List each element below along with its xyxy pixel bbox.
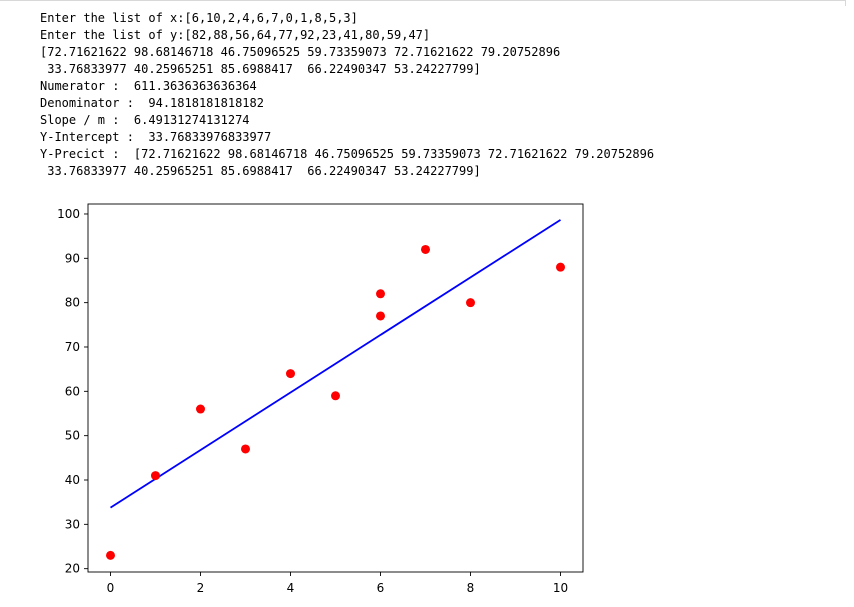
console-line: Enter the list of y:[82,88,56,64,77,92,2… <box>40 28 431 42</box>
data-point <box>286 369 295 379</box>
console-line: 33.76833977 40.25965251 85.6988417 66.22… <box>40 164 481 178</box>
console-line: 33.76833977 40.25965251 85.6988417 66.22… <box>40 62 481 76</box>
console-line: Y-Precict : [72.71621622 98.68146718 46.… <box>40 147 655 161</box>
y-tick-label: 90 <box>65 251 80 265</box>
console-line: Slope / m : 6.49131274131274 <box>40 113 250 127</box>
data-point <box>196 404 205 414</box>
x-tick-label: 4 <box>287 581 295 595</box>
data-point <box>331 391 340 401</box>
regression-line <box>110 219 561 509</box>
console-line: Numerator : 611.3636363636364 <box>40 79 257 93</box>
console-line: Denominator : 94.1818181818182 <box>40 96 264 110</box>
data-point <box>466 298 475 308</box>
data-point <box>421 244 430 254</box>
x-tick-label: 6 <box>377 581 385 595</box>
plot-frame <box>87 203 584 573</box>
x-tick-label: 2 <box>197 581 205 595</box>
data-point <box>106 550 115 560</box>
data-point <box>376 311 385 321</box>
x-tick-label: 8 <box>467 581 475 595</box>
y-tick-label: 60 <box>65 384 80 398</box>
y-tick-label: 50 <box>65 429 80 443</box>
y-tick-label: 30 <box>65 517 80 531</box>
top-divider-end <box>845 0 846 6</box>
y-tick-label: 40 <box>65 473 80 487</box>
console-line: Enter the list of x:[6,10,2,4,6,7,0,1,8,… <box>40 11 358 25</box>
top-divider <box>0 0 845 1</box>
y-tick-label: 20 <box>65 562 80 576</box>
console-line: Y-Intercept : 33.76833976833977 <box>40 130 272 144</box>
y-tick-label: 80 <box>65 296 80 310</box>
console-line: [72.71621622 98.68146718 46.75096525 59.… <box>40 45 561 59</box>
data-point <box>376 289 385 299</box>
x-tick-label: 10 <box>553 581 568 595</box>
y-tick-label: 100 <box>57 207 80 221</box>
console-output: Enter the list of x:[6,10,2,4,6,7,0,1,8,… <box>40 10 654 180</box>
data-point <box>556 262 565 272</box>
data-point <box>151 471 160 481</box>
y-tick-label: 70 <box>65 340 80 354</box>
x-tick-label: 0 <box>107 581 115 595</box>
data-point <box>241 444 250 454</box>
